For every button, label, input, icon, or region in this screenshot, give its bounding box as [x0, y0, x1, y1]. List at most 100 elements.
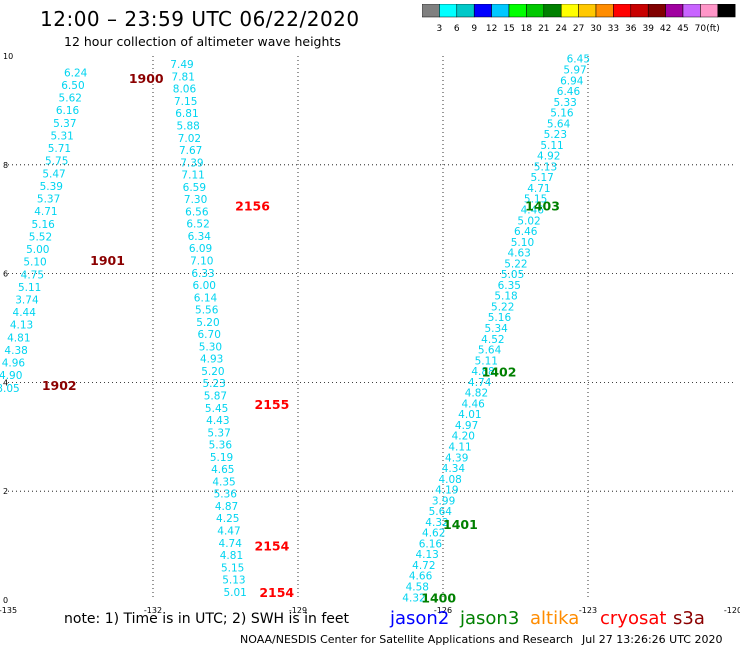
- pass-time-label: 2154: [259, 585, 294, 600]
- wave-height-value: 8.06: [173, 84, 197, 96]
- wave-height-value: 6.56: [185, 206, 209, 218]
- wave-height-value: 6.50: [61, 80, 84, 92]
- x-tick-label: -120: [724, 606, 740, 615]
- legend-jason2: jason2: [390, 608, 450, 629]
- wave-height-value: 6.70: [198, 329, 221, 341]
- wave-height-value: 4.39: [445, 452, 468, 464]
- wave-height-value: 4.81: [7, 332, 30, 344]
- wave-height-value: 3.74: [15, 294, 39, 306]
- wave-height-value: 4.35: [212, 476, 235, 488]
- wave-height-value: 5.47: [42, 168, 65, 180]
- wave-height-value: 4.81: [220, 550, 243, 562]
- colorbar-label: 18: [521, 24, 533, 34]
- wave-height-value: 4.71: [34, 206, 57, 218]
- wave-height-value: 5.37: [37, 194, 60, 206]
- wave-height-value: 7.10: [190, 256, 213, 268]
- wave-height-value: 6.24: [64, 67, 88, 79]
- wave-height-value: 4.19: [435, 485, 458, 497]
- wave-height-value: 3.05: [0, 383, 20, 395]
- colorbar-label: 9: [471, 24, 477, 34]
- wave-height-value: 4.44: [13, 307, 37, 319]
- colorbar-unit: (ft): [706, 24, 720, 34]
- wave-height-value: 4.72: [412, 560, 435, 572]
- colorbar-swatch: [717, 4, 736, 18]
- wave-height-value: 7.39: [180, 157, 203, 169]
- wave-height-value: 5.87: [204, 390, 227, 402]
- legend-altika: altika: [530, 608, 580, 629]
- footer-note: note: 1) Time is in UTC; 2) SWH is in fe…: [64, 611, 350, 627]
- wave-height-value: 5.45: [205, 403, 228, 415]
- wave-height-value: 4.13: [415, 549, 438, 561]
- pass-time-label: 2156: [235, 199, 270, 214]
- pass-time-label: 2155: [255, 397, 290, 412]
- wave-height-value: 7.67: [179, 145, 202, 157]
- wave-height-value: 4.87: [215, 501, 238, 513]
- wave-height-value: 4.01: [458, 409, 481, 421]
- colorbar-label: 3: [437, 24, 443, 34]
- page-title: 12:00 – 23:59 UTC 06/22/2020: [40, 7, 360, 31]
- wave-height-value: 7.30: [184, 194, 207, 206]
- wave-height-value: 4.96: [2, 358, 26, 370]
- wave-height-value: 5.15: [221, 562, 244, 574]
- colorbar-label: 30: [590, 24, 602, 34]
- y-tick-label: 4: [3, 378, 8, 387]
- colorbar-label: 21: [538, 24, 549, 34]
- wave-height-value: 5.39: [40, 181, 63, 193]
- wave-height-value: 5.20: [196, 317, 219, 329]
- wave-height-value: 5.23: [202, 378, 225, 390]
- wave-height-value: 5.19: [210, 452, 233, 464]
- wave-height-value: 5.18: [494, 291, 517, 303]
- wave-height-value: 5.11: [18, 282, 41, 294]
- wave-height-value: 7.15: [174, 96, 197, 108]
- wave-height-value: 6.46: [557, 86, 581, 98]
- wave-height-value: 6.94: [560, 75, 584, 87]
- pass-time-label: 1401: [443, 517, 478, 532]
- colorbar-label: 24: [555, 24, 567, 34]
- wave-height-value: 5.22: [504, 258, 527, 270]
- wave-height-value: 4.20: [452, 431, 475, 443]
- wave-height-value: 4.43: [206, 415, 229, 427]
- wave-height-value: 5.36: [209, 440, 233, 452]
- wave-height-value: 5.11: [475, 355, 498, 367]
- wave-height-value: 5.88: [176, 121, 199, 133]
- wave-height-value: 7.81: [172, 71, 195, 83]
- footer-date: Jul 27 13:26:26 UTC 2020: [582, 633, 723, 646]
- wave-height-value: 5.16: [550, 108, 574, 120]
- y-tick-label: 0: [3, 596, 8, 605]
- y-tick-label: 2: [3, 487, 8, 496]
- wave-height-value: 5.64: [429, 506, 453, 518]
- wave-height-value: 6.33: [191, 268, 214, 280]
- wave-height-value: 5.97: [563, 64, 586, 76]
- wave-height-value: 5.00: [26, 244, 49, 256]
- wave-height-value: 4.90: [0, 370, 22, 382]
- wave-height-value: 5.34: [484, 323, 508, 335]
- wave-height-value: 4.93: [200, 354, 223, 366]
- colorbar-label: 36: [625, 24, 637, 34]
- page-subtitle: 12 hour collection of altimeter wave hei…: [64, 34, 341, 49]
- wave-height-value: 6.52: [186, 219, 209, 231]
- colorbar-label: 45: [677, 24, 688, 34]
- wave-height-value: 5.17: [530, 172, 553, 184]
- wave-height-value: 6.09: [189, 243, 212, 255]
- colorbar-label: 12: [486, 24, 497, 34]
- pass-time-label: 1901: [90, 253, 125, 268]
- wave-height-value: 5.13: [222, 575, 245, 587]
- legend-jason3: jason3: [460, 608, 520, 629]
- colorbar-label: 6: [454, 24, 460, 34]
- wave-height-value: 6.81: [175, 108, 198, 120]
- wave-height-value: 3.99: [432, 495, 455, 507]
- x-tick-label: -135: [0, 606, 17, 615]
- wave-height-value: 5.31: [50, 130, 73, 142]
- wave-height-value: 4.74: [219, 538, 243, 550]
- wave-height-value: 5.56: [195, 305, 219, 317]
- wave-height-value: 5.22: [491, 301, 514, 313]
- x-tick-label: -126: [434, 606, 452, 615]
- wave-height-value: 4.32: [402, 592, 425, 604]
- legend-cryosat: cryosat: [600, 608, 667, 629]
- y-tick-label: 10: [3, 52, 13, 61]
- wave-height-value: 4.82: [465, 388, 488, 400]
- wave-height-value: 6.46: [514, 226, 538, 238]
- pass-time-label: 1402: [482, 365, 517, 380]
- wave-height-value: 5.37: [53, 118, 76, 130]
- wave-height-value: 5.11: [540, 140, 563, 152]
